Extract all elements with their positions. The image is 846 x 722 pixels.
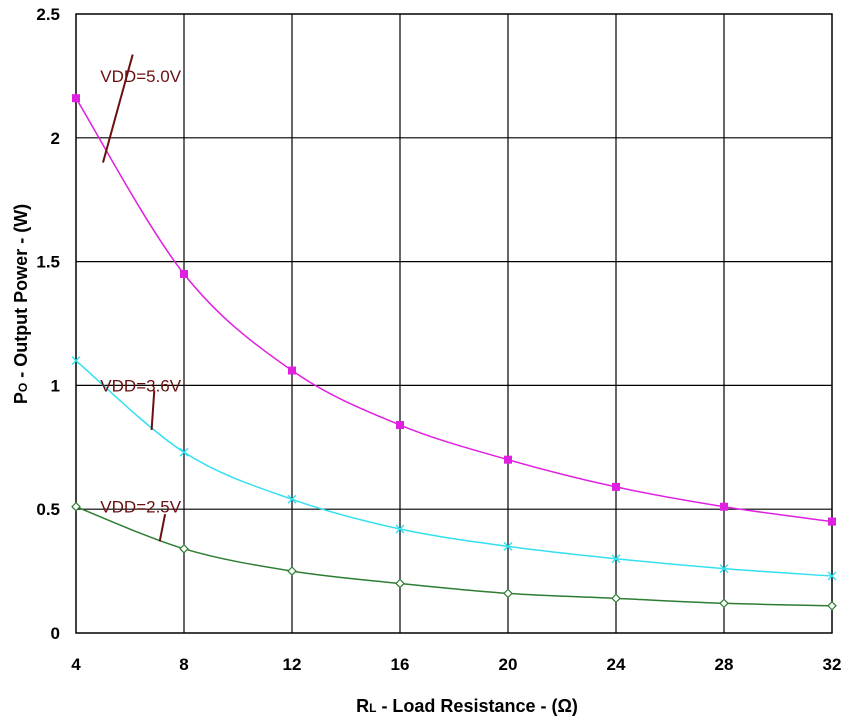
data-point-diamond bbox=[503, 588, 513, 599]
annotation-leader-line bbox=[150, 390, 156, 431]
y-tick-label: 1.5 bbox=[36, 253, 60, 272]
data-point-diamond bbox=[71, 501, 81, 512]
data-point-cross bbox=[179, 447, 189, 457]
x-tick-label: 4 bbox=[71, 655, 81, 674]
data-point-diamond bbox=[287, 566, 297, 576]
data-point-square bbox=[720, 502, 728, 511]
x-tick-label: 16 bbox=[391, 655, 410, 674]
annotation-layer: VDD=5.0V VDD=3.6V VDD=2.5V bbox=[100, 54, 182, 542]
y-tick-label: 2.5 bbox=[36, 5, 60, 24]
tick-labels: 4 8 12 16 20 24 28 32 0 0.5 1 1.5 2 2.5 bbox=[36, 5, 841, 674]
y-axis-title: PO - Output Power - (W) bbox=[11, 204, 31, 404]
data-point-cross bbox=[503, 541, 513, 551]
series-line-2 bbox=[75, 506, 833, 607]
y-tick-label: 1 bbox=[51, 376, 60, 395]
data-point-square bbox=[288, 366, 296, 375]
x-tick-label: 20 bbox=[499, 655, 518, 674]
x-tick-label: 24 bbox=[607, 655, 626, 674]
data-point-diamond bbox=[395, 578, 405, 589]
y-tick-label: 0.5 bbox=[36, 500, 60, 519]
data-point-square bbox=[828, 517, 836, 526]
series-line-1 bbox=[75, 360, 833, 577]
x-tick-label: 8 bbox=[179, 655, 188, 674]
series-annotation-label: VDD=3.6V bbox=[100, 376, 181, 395]
data-point-square bbox=[180, 269, 188, 278]
grid bbox=[75, 13, 833, 634]
x-tick-label: 12 bbox=[283, 655, 302, 674]
data-point-cross bbox=[71, 356, 81, 366]
annotation-leader-line bbox=[102, 54, 134, 163]
series-layer bbox=[71, 94, 837, 611]
y-tick-label: 2 bbox=[51, 129, 60, 148]
data-point-cross bbox=[395, 524, 405, 534]
x-tick-label: 28 bbox=[715, 655, 734, 674]
data-point-square bbox=[504, 455, 512, 464]
x-tick-label: 32 bbox=[823, 655, 842, 674]
data-point-diamond bbox=[719, 598, 729, 609]
data-point-cross bbox=[827, 571, 837, 581]
data-point-diamond bbox=[827, 600, 837, 611]
series-annotation-label: VDD=5.0V bbox=[100, 67, 181, 86]
data-point-cross bbox=[719, 564, 729, 574]
data-point-square bbox=[612, 482, 620, 491]
series-annotation-label: VDD=2.5V bbox=[100, 498, 181, 517]
data-point-cross bbox=[611, 554, 621, 564]
annotation-leader-line bbox=[158, 513, 167, 542]
data-point-diamond bbox=[179, 543, 189, 554]
x-axis-title: RL - Load Resistance - (Ω) bbox=[356, 696, 578, 716]
data-point-cross bbox=[287, 494, 297, 504]
data-point-square bbox=[396, 421, 404, 430]
data-point-square bbox=[72, 94, 80, 103]
plot-frame bbox=[75, 13, 833, 634]
data-point-diamond bbox=[611, 593, 621, 604]
y-tick-label: 0 bbox=[51, 624, 60, 643]
